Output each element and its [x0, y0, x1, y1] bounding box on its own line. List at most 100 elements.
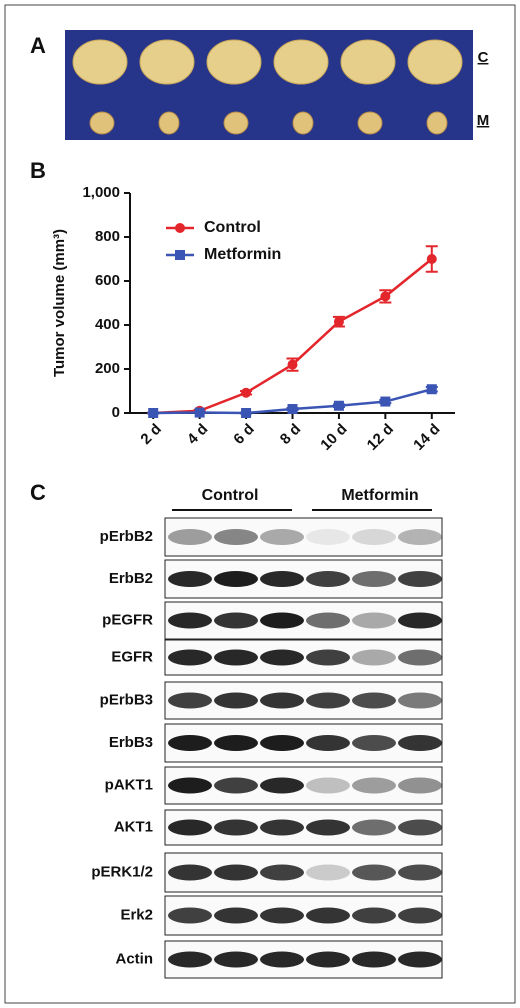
blot-band: [352, 529, 396, 545]
blot-band: [214, 735, 258, 751]
blot-band: [214, 692, 258, 709]
blot-label: pEGFR: [102, 611, 153, 628]
blot-band: [260, 777, 304, 794]
legend-label: Control: [204, 219, 261, 236]
tumor: [139, 39, 195, 85]
tumor: [89, 111, 115, 135]
blot-label: pERK1/2: [91, 863, 153, 880]
blot-band: [398, 571, 442, 587]
blot-band: [306, 649, 350, 666]
blot-band: [398, 612, 442, 629]
blot-band: [168, 612, 212, 629]
blot-band: [260, 612, 304, 629]
blot-band: [306, 571, 350, 587]
blot-band: [398, 864, 442, 881]
legend-marker: [175, 223, 185, 233]
figure-border: [4, 4, 516, 1004]
blot-band: [168, 649, 212, 666]
tumor: [340, 39, 396, 85]
western-blot: Control Metformin pErbB2 ErbB2 pEGFR EGFR pErb…: [91, 487, 443, 979]
blot-band: [214, 612, 258, 629]
blot-band: [306, 692, 350, 709]
blot-band: [352, 951, 396, 968]
blot-band: [306, 735, 350, 751]
blot-band: [398, 692, 442, 709]
blot-band: [260, 735, 304, 751]
point: [241, 408, 252, 418]
x-tick-label: 2 d: [137, 421, 164, 448]
blot-band: [398, 819, 442, 836]
panel-label: A: [30, 33, 46, 58]
point: [194, 407, 205, 418]
series-line: [153, 258, 433, 415]
point: [287, 404, 298, 415]
y-tick-label: 1,000: [82, 184, 120, 201]
blot-band: [260, 864, 304, 881]
blot-band: [306, 777, 350, 794]
point: [241, 387, 252, 398]
blot-band: [398, 529, 442, 545]
blot-band: [214, 571, 258, 587]
blot-band: [398, 951, 442, 968]
x-tick-label: 6 d: [230, 421, 257, 448]
tumor: [223, 111, 249, 135]
blot-frame: [164, 517, 443, 557]
blot-band: [260, 571, 304, 587]
blot-label: EGFR: [111, 648, 153, 665]
blot-band: [260, 907, 304, 924]
row-label: M: [477, 112, 490, 129]
point: [148, 408, 159, 418]
tumor: [158, 111, 180, 135]
x-tick-label: 14 d: [410, 421, 443, 454]
blot-band: [352, 612, 396, 629]
blot-band: [214, 819, 258, 836]
blot-band: [214, 529, 258, 545]
blot-band: [398, 649, 442, 666]
blot-band: [168, 819, 212, 836]
blot-band: [214, 907, 258, 924]
tumor: [407, 39, 463, 85]
blot-label: ErbB3: [109, 734, 153, 751]
blot-band: [306, 529, 350, 545]
blot-band: [306, 819, 350, 836]
blot-band: [168, 907, 212, 924]
y-axis-label: Tumor volume (mm³): [51, 229, 68, 377]
blot-band: [306, 951, 350, 968]
blot-band: [352, 735, 396, 751]
blot-band: [352, 864, 396, 881]
blot-band: [168, 951, 212, 968]
tumor: [72, 39, 128, 85]
blot-band: [352, 649, 396, 666]
blot-band: [168, 571, 212, 587]
blot-band: [214, 649, 258, 666]
blot-band: [168, 777, 212, 794]
blot-band: [260, 529, 304, 545]
point: [333, 400, 344, 411]
photo-background: [65, 30, 473, 140]
blot-band: [306, 612, 350, 629]
point: [426, 254, 437, 264]
blot-band: [168, 529, 212, 545]
blot-band: [398, 777, 442, 794]
y-tick-label: 600: [95, 272, 120, 289]
tumor: [292, 111, 314, 135]
blot-band: [168, 735, 212, 751]
blot-band: [260, 951, 304, 968]
x-tick-label: 4 d: [184, 421, 211, 448]
blot-label: ErbB2: [109, 570, 153, 587]
x-tick-label: 12 d: [364, 421, 397, 454]
tumor-photo: [65, 30, 473, 140]
blot-band: [260, 819, 304, 836]
line-chart: 0 200 400 600 800 1,000 Tumor volume (mm³) 2 d 4…: [51, 184, 455, 454]
point: [380, 291, 391, 302]
tumor: [273, 39, 329, 85]
row-label: C: [478, 49, 489, 66]
x-tick-label: 8 d: [277, 421, 304, 448]
blot-label: Erk2: [120, 906, 153, 923]
y-tick-label: 400: [95, 316, 120, 333]
blot-band: [168, 864, 212, 881]
blot-band: [352, 819, 396, 836]
blot-band: [352, 571, 396, 587]
blot-band: [214, 777, 258, 794]
